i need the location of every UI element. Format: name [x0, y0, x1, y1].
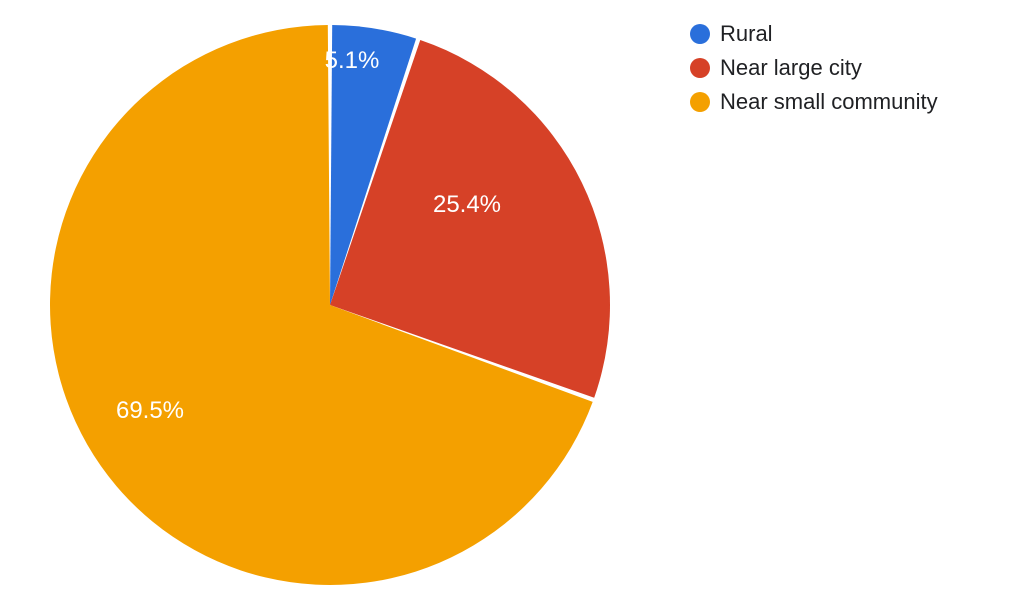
chart-container: 5.1% 25.4% 69.5% Rural Near large city Nea…	[0, 0, 1024, 611]
slice-percent-label: 25.4%	[433, 191, 501, 218]
slice-percent-label: 5.1%	[325, 47, 380, 74]
legend-item-rural: Rural	[690, 20, 938, 48]
legend-swatch-icon	[690, 92, 710, 112]
legend-item-near-large-city: Near large city	[690, 54, 938, 82]
legend-label: Rural	[720, 20, 773, 48]
legend: Rural Near large city Near small communi…	[690, 20, 938, 122]
pie-chart-svg: 5.1% 25.4% 69.5%	[0, 0, 660, 611]
slice-percent-label: 69.5%	[116, 397, 184, 424]
legend-swatch-icon	[690, 24, 710, 44]
legend-item-near-small-community: Near small community	[690, 88, 938, 116]
legend-label: Near large city	[720, 54, 862, 82]
legend-swatch-icon	[690, 58, 710, 78]
legend-label: Near small community	[720, 88, 938, 116]
pie-chart: 5.1% 25.4% 69.5%	[0, 0, 660, 611]
